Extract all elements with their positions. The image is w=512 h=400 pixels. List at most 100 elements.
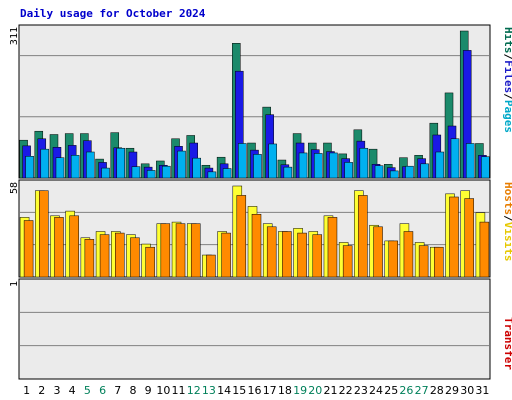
chart-title: Daily usage for October 2024: [20, 7, 206, 20]
panel-legend-top: Hits/Files/Pages: [502, 27, 512, 133]
x-tick-day-7: 7: [114, 384, 121, 397]
x-tick-day-31: 31: [475, 384, 489, 397]
panel-legend-bottom: Transfer: [502, 317, 512, 370]
bar-pages-day-2: [40, 148, 50, 179]
series-pages: [25, 138, 490, 179]
bar-hosts-day-5: [84, 239, 95, 278]
legend-pages: Pages: [502, 100, 512, 133]
legend-files: Files: [502, 60, 512, 93]
bar-hosts-day-2: [39, 190, 49, 278]
x-tick-day-22: 22: [339, 384, 353, 397]
x-tick-day-6: 6: [99, 384, 106, 397]
bar-pages-day-27: [420, 163, 429, 179]
bar-hosts-day-8: [130, 237, 140, 278]
bar-hosts-day-25: [388, 240, 398, 278]
bar-hosts-day-7: [115, 232, 125, 278]
bar-hosts-day-11: [175, 223, 186, 278]
legend-text: Hosts/Visits: [502, 182, 512, 262]
bar-hosts-day-15: [236, 195, 247, 278]
x-tick-day-12: 12: [187, 384, 201, 397]
x-tick-day-1: 1: [23, 384, 30, 397]
x-tick-day-3: 3: [53, 384, 60, 397]
bar-pages-day-14: [222, 168, 232, 179]
bar-pages-day-24: [374, 165, 384, 179]
bar-hosts-day-30: [464, 198, 474, 278]
series-hosts: [23, 190, 490, 278]
bar-hosts-day-27: [418, 245, 429, 278]
x-tick-day-18: 18: [278, 384, 292, 397]
bar-pages-day-12: [192, 157, 201, 179]
bar-hosts-day-9: [145, 246, 155, 278]
bar-pages-day-21: [329, 152, 338, 179]
bar-hosts-day-14: [221, 232, 231, 278]
x-tick-day-4: 4: [69, 384, 76, 397]
bar-pages-day-4: [70, 155, 80, 179]
bar-pages-day-25: [389, 170, 399, 179]
bar-hosts-day-3: [54, 217, 64, 278]
panel-frame: [18, 278, 491, 380]
x-tick-day-30: 30: [460, 384, 474, 397]
bar-hosts-day-13: [206, 254, 216, 278]
legend-hits: Hits: [502, 27, 512, 54]
x-tick-day-2: 2: [38, 384, 45, 397]
legend-separator: /: [502, 215, 512, 222]
bar-pages-day-15: [238, 143, 247, 179]
x-tick-day-14: 14: [217, 384, 231, 397]
bar-hosts-day-24: [373, 226, 383, 278]
bar-pages-day-3: [55, 157, 65, 179]
bar-hosts-day-21: [327, 217, 338, 278]
bar-hosts-day-29: [449, 196, 459, 278]
legend-hosts: Hosts: [502, 182, 512, 215]
bar-pages-day-28: [435, 151, 445, 179]
x-tick-day-9: 9: [145, 384, 152, 397]
x-tick-day-5: 5: [84, 384, 91, 397]
y-max-label: 58: [9, 182, 20, 194]
x-tick-day-11: 11: [172, 384, 186, 397]
bar-pages-day-19: [298, 152, 308, 179]
x-tick-day-13: 13: [202, 384, 216, 397]
x-tick-day-19: 19: [293, 384, 307, 397]
bar-pages-day-11: [177, 150, 186, 179]
x-tick-day-27: 27: [415, 384, 429, 397]
x-tick-day-17: 17: [263, 384, 277, 397]
x-tick-day-25: 25: [384, 384, 398, 397]
bar-hosts-day-23: [358, 195, 368, 278]
x-tick-day-8: 8: [129, 384, 136, 397]
bar-pages-day-26: [405, 165, 414, 179]
bar-pages-day-10: [162, 165, 171, 179]
panel-legend-middle: Hosts/Visits: [502, 182, 512, 262]
x-tick-day-23: 23: [354, 384, 368, 397]
x-tick-day-20: 20: [308, 384, 322, 397]
legend-transfer: Transfer: [502, 317, 512, 370]
x-tick-day-24: 24: [369, 384, 383, 397]
panel-middle: 58 Hosts/Visits: [9, 179, 512, 278]
y-max-label: 311: [9, 27, 20, 45]
bar-pages-day-1: [25, 156, 34, 179]
x-axis-labels: 1 2 3 4 5 6 7 8 9 10 11 12 13 14 15 16 17 18 19 20 21 22 23 24 2…: [23, 384, 489, 397]
legend-separator: /: [502, 93, 512, 100]
bar-hosts-day-28: [434, 246, 444, 278]
bar-pages-day-5: [86, 151, 95, 179]
bar-pages-day-8: [131, 166, 141, 179]
bar-hosts-day-20: [312, 234, 323, 278]
bar-pages-day-31: [481, 156, 490, 179]
bar-hosts-day-19: [297, 232, 307, 278]
bar-pages-day-17: [268, 143, 277, 179]
bar-pages-day-13: [207, 171, 217, 179]
bar-hosts-day-16: [251, 213, 262, 278]
y-max-label: 1: [9, 281, 20, 287]
x-tick-day-21: 21: [323, 384, 337, 397]
bar-hosts-day-17: [266, 226, 277, 278]
bar-hosts-day-26: [403, 231, 414, 278]
bar-pages-day-30: [465, 143, 475, 179]
legend-separator: /: [502, 54, 512, 61]
bar-pages-day-29: [450, 138, 460, 179]
x-tick-day-29: 29: [445, 384, 459, 397]
bar-pages-day-23: [359, 147, 369, 179]
bar-hosts-day-6: [99, 234, 110, 278]
bar-hosts-day-1: [23, 220, 34, 278]
bar-hosts-day-18: [282, 231, 292, 278]
bar-hosts-day-22: [342, 245, 353, 278]
